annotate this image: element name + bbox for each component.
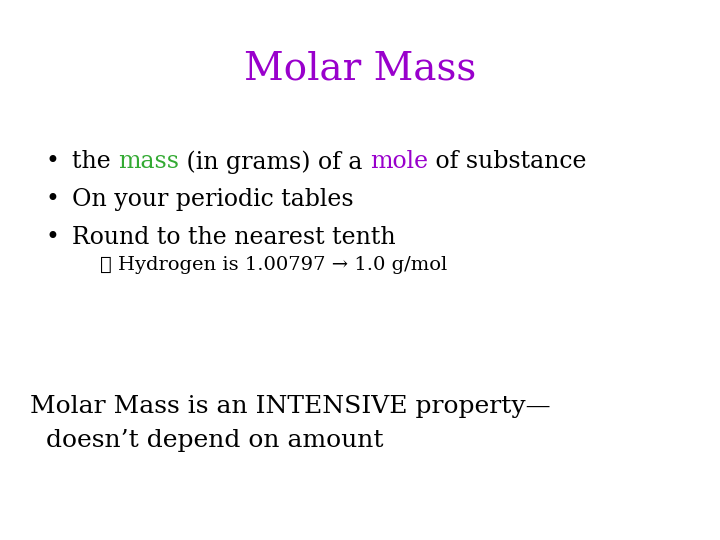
Text: Round to the nearest tenth: Round to the nearest tenth [72, 226, 395, 249]
Text: mole: mole [370, 150, 428, 173]
Text: of substance: of substance [428, 150, 587, 173]
Text: mass: mass [118, 150, 179, 173]
Text: (in grams) of a: (in grams) of a [179, 150, 370, 173]
Text: •: • [45, 226, 59, 249]
Text: •: • [45, 150, 59, 173]
Text: Molar Mass: Molar Mass [244, 50, 476, 87]
Text: On your periodic tables: On your periodic tables [72, 188, 354, 211]
Text: ✓ Hydrogen is 1.00797 → 1.0 g/mol: ✓ Hydrogen is 1.00797 → 1.0 g/mol [100, 256, 447, 274]
Text: the: the [72, 150, 118, 173]
Text: doesn’t depend on amount: doesn’t depend on amount [30, 429, 384, 452]
Text: Molar Mass is an INTENSIVE property—: Molar Mass is an INTENSIVE property— [30, 395, 551, 418]
Text: •: • [45, 188, 59, 211]
